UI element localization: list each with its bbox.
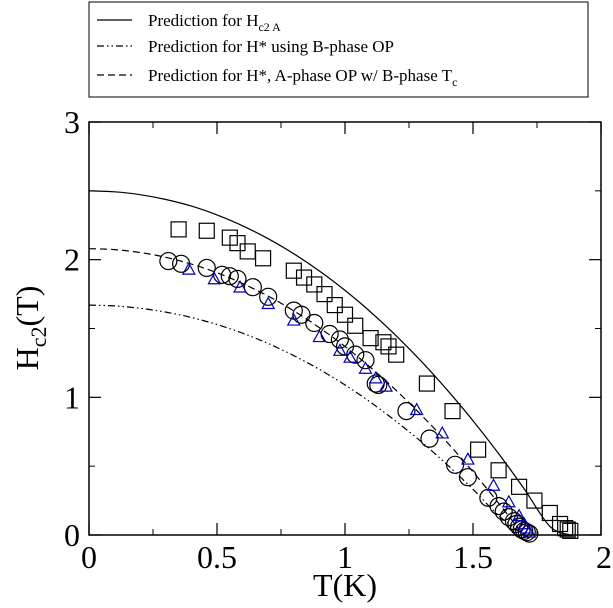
circle-marker <box>489 496 508 516</box>
legend-entry-text: Prediction for H*, A-phase OP w/ B-phase… <box>148 66 453 85</box>
square-marker <box>295 269 313 286</box>
triangle-marker <box>261 296 276 310</box>
square-marker <box>559 521 576 538</box>
square-marker <box>388 346 405 363</box>
circle-marker <box>479 488 498 507</box>
legend-entries: Prediction for Hc2 A Prediction for H* us… <box>97 11 457 89</box>
triangle-marker <box>358 361 373 374</box>
circle-marker <box>420 429 439 448</box>
legend-entry-subscript: c2 A <box>258 20 281 34</box>
square-marker <box>347 317 364 334</box>
legend-entry-text: Prediction for H <box>148 11 258 30</box>
y-tick-label: 3 <box>64 104 80 140</box>
y-tick-label: 2 <box>64 242 80 278</box>
circle-marker <box>346 345 365 364</box>
circle-marker <box>220 267 239 286</box>
triangle-marker <box>435 425 450 439</box>
triangle-marker <box>409 402 424 416</box>
circle-marker <box>197 258 216 278</box>
square-marker <box>336 306 354 323</box>
square-marker <box>239 243 256 260</box>
triangle-marker <box>332 343 347 356</box>
square-marker <box>526 492 543 509</box>
y-axis-title: Hc2(T) <box>9 286 51 371</box>
triangle-marker <box>378 379 393 392</box>
legend-entry-label: Prediction for H*, A-phase OP w/ B-phase… <box>148 66 457 89</box>
square-marker <box>254 250 272 267</box>
circle-marker <box>515 521 534 540</box>
triangle-marker <box>233 279 248 293</box>
square-marker <box>198 222 215 239</box>
circle-marker <box>320 324 339 344</box>
x-tick-label: 2 <box>596 539 612 575</box>
circle-marker <box>445 455 465 474</box>
circle-marker <box>259 287 278 306</box>
square-marker <box>510 478 528 495</box>
triangle-marker <box>368 370 383 384</box>
legend-box <box>88 1 589 98</box>
circle-marker <box>356 351 375 370</box>
circle-marker <box>228 269 247 289</box>
square-marker <box>326 296 343 314</box>
circle-marker <box>243 278 262 297</box>
circle-marker <box>458 468 477 487</box>
square-marker <box>557 520 574 537</box>
circle-marker <box>159 251 178 271</box>
y-axis-ticks: 0 1 2 3 <box>64 104 601 553</box>
circle-marker <box>330 330 349 349</box>
square-marker <box>170 221 187 238</box>
legend: Prediction for Hc2 A Prediction for H* us… <box>88 1 589 98</box>
triangle-marker <box>181 262 196 275</box>
square-marker <box>541 504 558 522</box>
triangle-marker <box>343 350 358 363</box>
square-marker <box>229 235 246 252</box>
x-axis-title: T(K) <box>313 567 377 603</box>
square-marker <box>375 334 392 351</box>
square-marker <box>490 462 507 479</box>
legend-entry-label: Prediction for Hc2 A <box>148 11 281 34</box>
triangle-marker <box>501 494 516 508</box>
curve-solid <box>88 190 571 536</box>
circle-marker <box>172 254 191 273</box>
x-axis-ticks: 0 0.5 1 1.5 2 <box>81 122 612 575</box>
circle-marker <box>494 502 513 521</box>
triangle-marker <box>286 313 301 326</box>
y-tick-label: 1 <box>64 379 80 415</box>
curve-dash-dot-dot <box>88 304 530 538</box>
prediction-curves <box>88 190 571 538</box>
triangle-marker <box>486 478 501 491</box>
triangle-marker <box>207 271 222 285</box>
square-marker <box>362 330 379 347</box>
legend-entry-label: Prediction for H* using B-phase OP <box>148 37 394 56</box>
legend-entry-text: Prediction for H* using B-phase OP <box>148 37 394 56</box>
triangle-marker <box>460 452 475 465</box>
square-marker <box>562 522 579 539</box>
x-tick-label: 1 <box>337 539 353 575</box>
legend-entry-subscript: c <box>452 75 457 89</box>
triangle-marker <box>512 508 527 522</box>
square-marker <box>316 285 333 303</box>
y-axis-title-main: H <box>9 347 45 370</box>
square-marker <box>444 403 461 420</box>
square-marker <box>306 276 323 293</box>
circle-marker <box>305 313 324 333</box>
triangle-marker <box>522 525 537 538</box>
square-marker <box>418 375 436 392</box>
square-marker <box>470 441 487 458</box>
y-axis-title-suffix: (T) <box>9 286 45 327</box>
data-markers <box>159 221 579 543</box>
y-tick-label: 0 <box>64 517 80 553</box>
curve-dashed <box>88 248 530 538</box>
square-marker <box>285 262 302 279</box>
circle-marker <box>397 402 416 421</box>
y-axis-title-sub: c2 <box>26 326 51 347</box>
x-tick-label: 0 <box>81 539 97 575</box>
circle-marker <box>499 508 518 527</box>
x-tick-label: 1.5 <box>453 539 493 575</box>
x-tick-label: 0.5 <box>197 539 237 575</box>
plot-frame <box>88 121 602 536</box>
triangle-marker <box>312 329 327 343</box>
